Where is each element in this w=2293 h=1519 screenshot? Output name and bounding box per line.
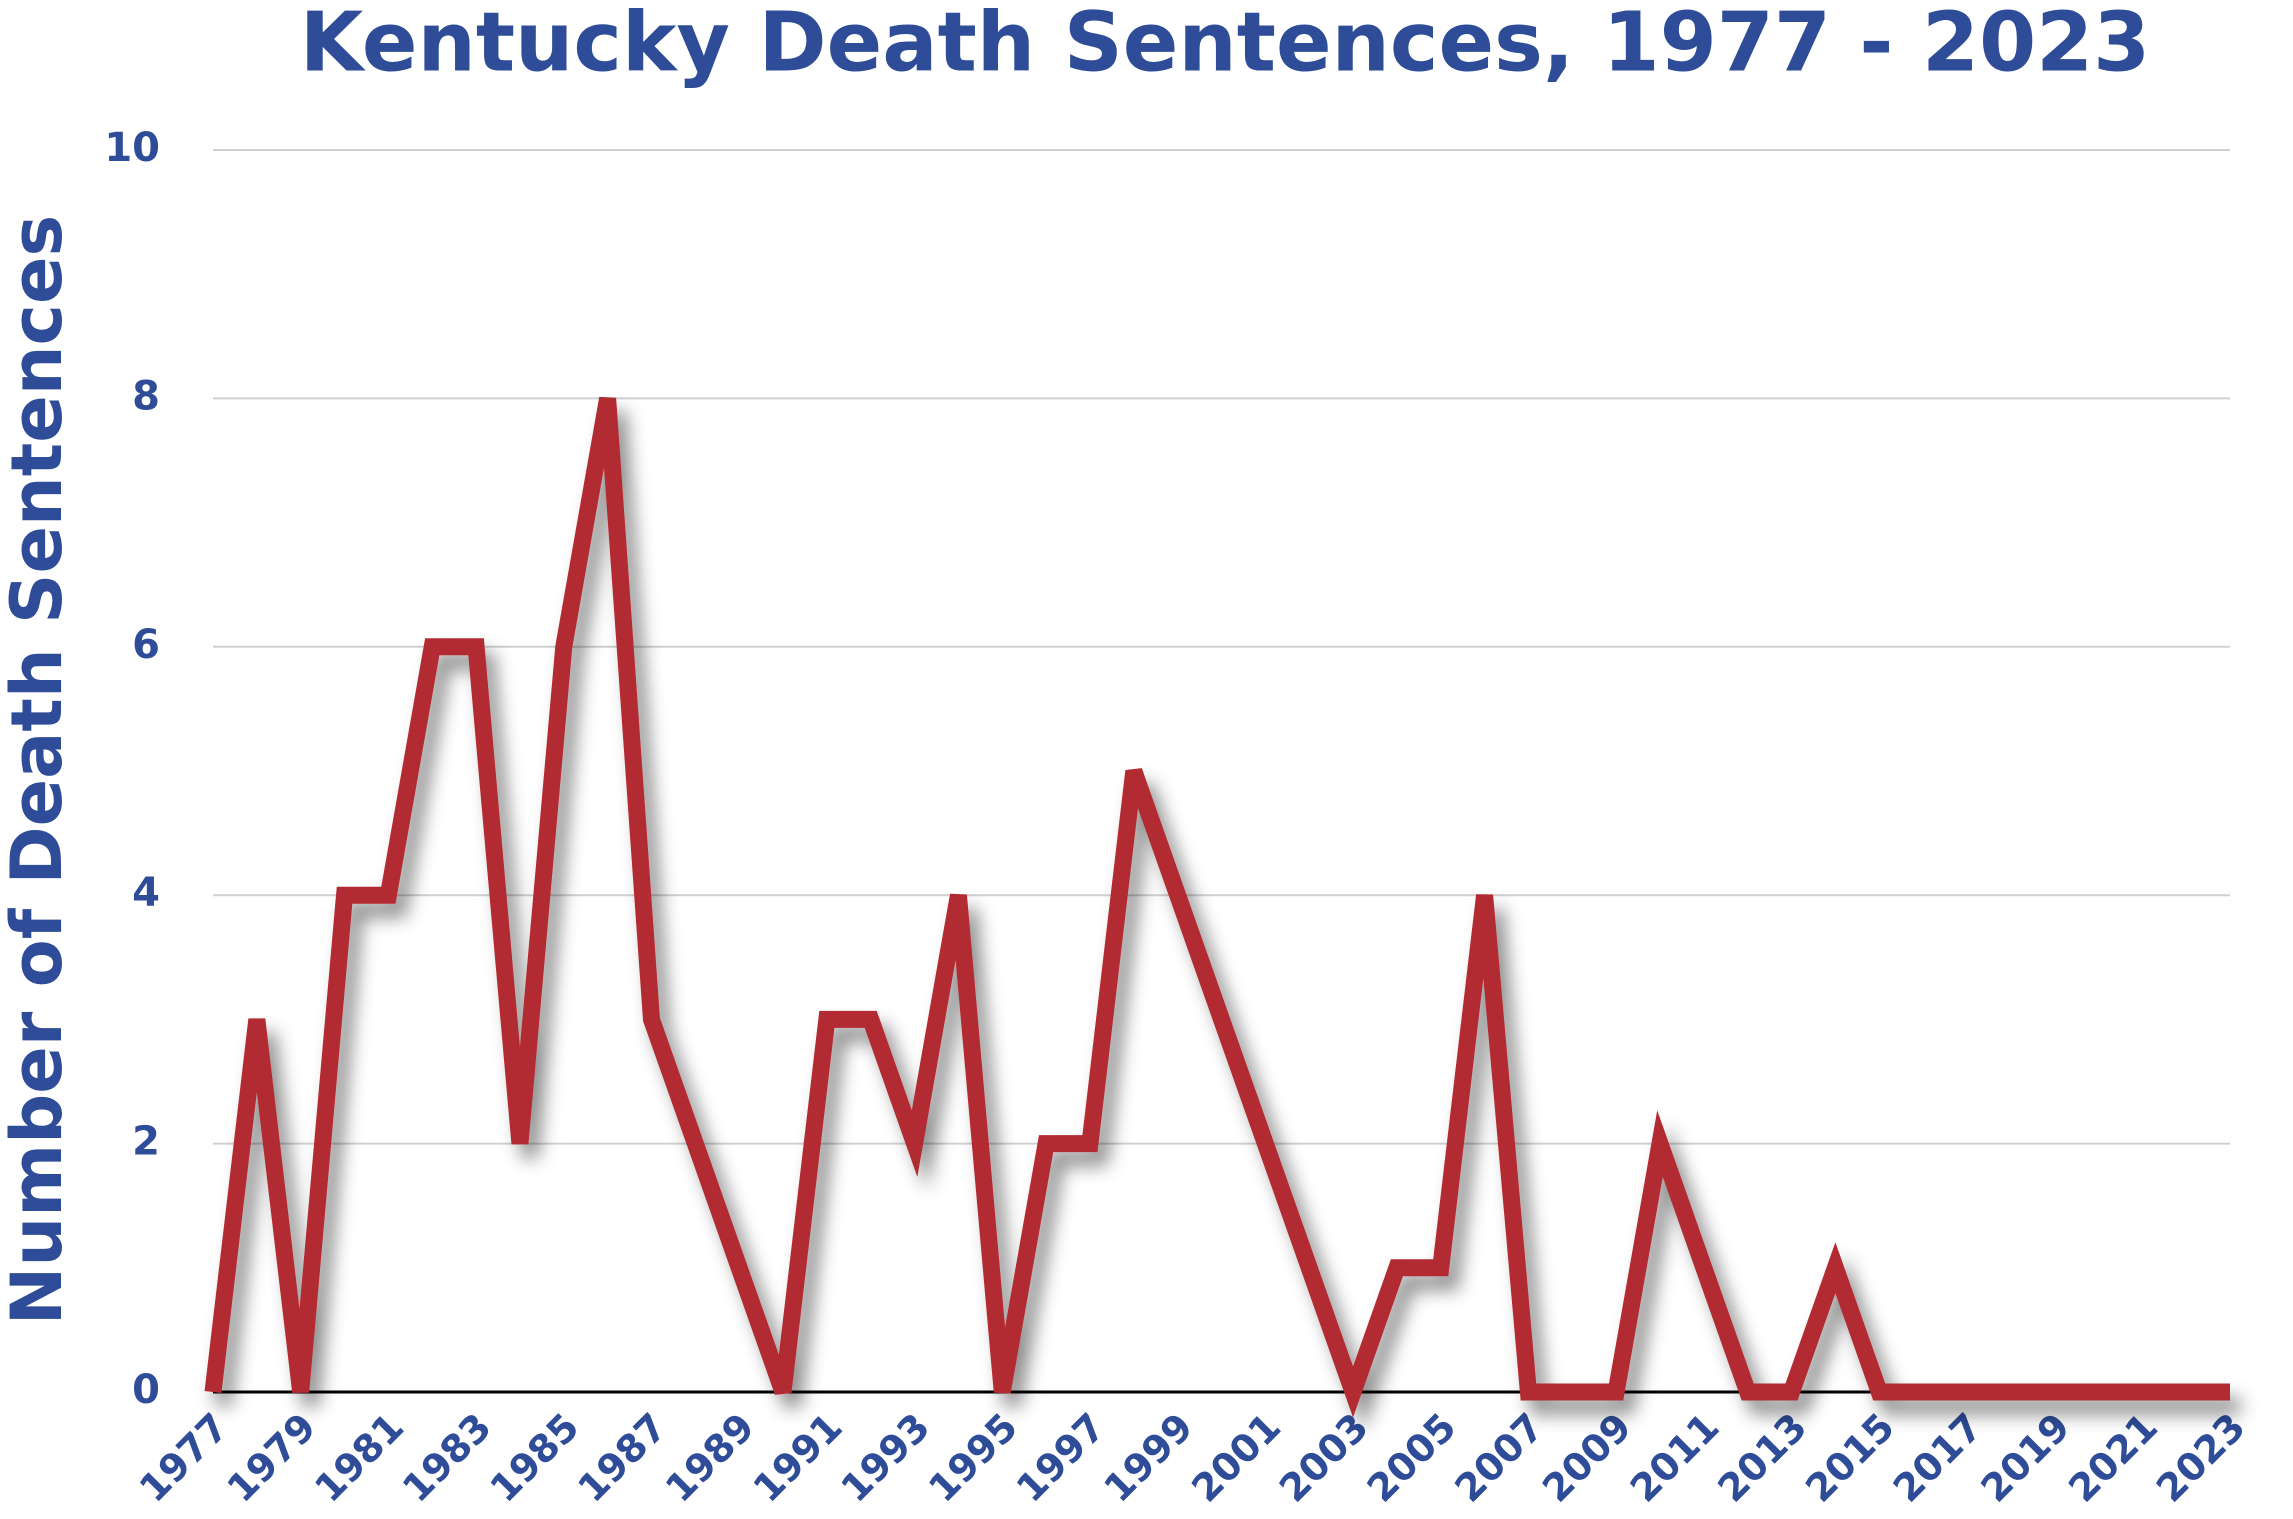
x-tick-label: 1979 <box>219 1405 325 1511</box>
y-tick-label: 10 <box>104 125 160 171</box>
x-tick-label: 1993 <box>832 1405 938 1511</box>
x-tick-label: 2021 <box>2060 1405 2166 1511</box>
x-tick-label: 1997 <box>1008 1405 1114 1511</box>
x-tick-label: 1977 <box>131 1405 237 1511</box>
y-axis-label: Number of Death Sentences <box>0 215 78 1325</box>
chart-title: Kentucky Death Sentences, 1977 - 2023 <box>300 0 2151 90</box>
x-tick-label: 2019 <box>1972 1405 2078 1511</box>
x-tick-label: 1991 <box>745 1405 851 1511</box>
x-tick-label: 2007 <box>1446 1405 1552 1511</box>
x-tick-label: 2011 <box>1622 1405 1728 1511</box>
y-tick-label: 4 <box>132 870 160 916</box>
x-tick-label: 2023 <box>2148 1405 2254 1511</box>
x-tick-label: 1985 <box>482 1405 588 1511</box>
y-tick-label: 6 <box>132 622 160 668</box>
y-tick-label: 0 <box>132 1367 160 1413</box>
x-tick-label: 2009 <box>1534 1405 1640 1511</box>
x-tick-label: 2017 <box>1885 1405 1991 1511</box>
x-tick-label: 2005 <box>1359 1405 1465 1511</box>
x-tick-label: 2003 <box>1271 1405 1377 1511</box>
x-tick-label: 1987 <box>569 1405 675 1511</box>
x-tick-label: 1983 <box>394 1405 500 1511</box>
y-tick-label: 2 <box>132 1119 160 1165</box>
y-tick-label: 8 <box>132 373 160 419</box>
x-tick-label: 1999 <box>1096 1405 1202 1511</box>
x-tick-label: 2001 <box>1183 1405 1289 1511</box>
x-tick-label: 2013 <box>1709 1405 1815 1511</box>
data-line <box>204 396 2230 1418</box>
x-tick-label: 1981 <box>306 1405 412 1511</box>
x-tick-label: 2015 <box>1797 1405 1903 1511</box>
x-tick-label: 1995 <box>920 1405 1026 1511</box>
x-tick-label: 1989 <box>657 1405 763 1511</box>
